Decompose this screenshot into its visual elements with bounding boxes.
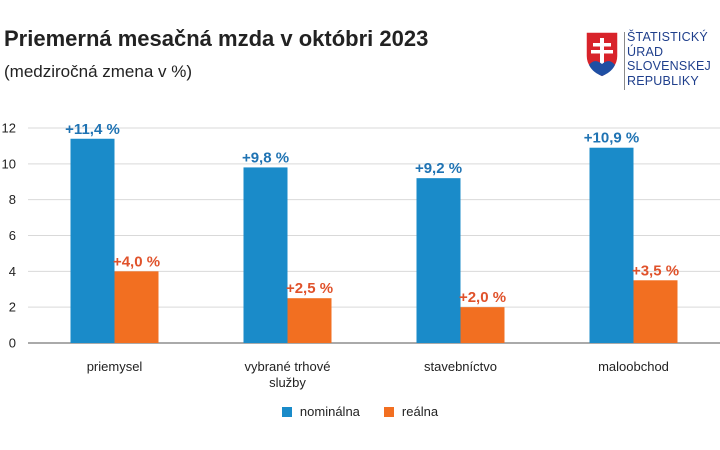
y-tick-label: 0 bbox=[9, 336, 16, 351]
legend-item-real: reálna bbox=[383, 404, 439, 419]
legend-swatch-nominal bbox=[281, 406, 292, 417]
legend-swatch-real bbox=[383, 406, 394, 417]
legend-label-real: reálna bbox=[401, 404, 439, 419]
chart-title: Priemerná mesačná mzda v októbri 2023 bbox=[4, 26, 429, 51]
bar-nominal bbox=[243, 167, 288, 343]
x-category-label: vybrané trhové služby bbox=[245, 359, 331, 390]
data-label-real: +2,0 % bbox=[459, 289, 506, 306]
legend-item-nominal: nominálna bbox=[281, 404, 360, 419]
y-tick-label: 12 bbox=[2, 121, 16, 136]
y-tick-label: 2 bbox=[9, 300, 16, 315]
bar-nominal bbox=[589, 147, 634, 343]
org-line-1: ŠTATISTICKÝ bbox=[627, 30, 708, 44]
chart-subtitle: (medziročná zmena v %) bbox=[4, 62, 193, 81]
y-tick-label: 10 bbox=[2, 156, 16, 171]
bar-real bbox=[460, 307, 505, 343]
x-category-label: priemysel bbox=[87, 359, 143, 374]
data-label-nominal: +9,8 % bbox=[242, 149, 289, 166]
organization-name: ŠTATISTICKÝ ÚRAD SLOVENSKEJ REPUBLIKY bbox=[627, 30, 711, 88]
y-tick-label: 4 bbox=[9, 264, 16, 279]
data-label-real: +2,5 % bbox=[286, 280, 333, 297]
slovak-coat-of-arms-icon bbox=[585, 31, 619, 78]
org-line-4: REPUBLIKY bbox=[627, 73, 699, 88]
bar-chart: 0 2 4 6 8 10 12 +11,4 % +4,0 % priemysel +9,8 % +2,… bbox=[2, 121, 720, 390]
data-label-nominal: +9,2 % bbox=[415, 160, 462, 177]
legend-label-nominal: nominálna bbox=[299, 404, 360, 419]
bar-nominal bbox=[70, 138, 115, 343]
x-category-label: stavebníctvo bbox=[424, 359, 497, 374]
legend: nominálna reálna bbox=[0, 404, 720, 419]
x-category-label: maloobchod bbox=[598, 359, 669, 374]
bar-real bbox=[633, 280, 678, 343]
bar-real bbox=[114, 271, 159, 343]
data-label-nominal: +10,9 % bbox=[584, 130, 639, 147]
bar-nominal bbox=[416, 178, 461, 343]
logo-divider bbox=[624, 32, 625, 90]
org-line-2: ÚRAD bbox=[627, 44, 664, 59]
data-label-real: +3,5 % bbox=[632, 262, 679, 279]
y-tick-label: 6 bbox=[9, 228, 16, 243]
data-label-real: +4,0 % bbox=[113, 253, 160, 270]
data-label-nominal: +11,4 % bbox=[65, 121, 120, 138]
y-tick-label: 8 bbox=[9, 192, 16, 207]
org-line-3: SLOVENSKEJ bbox=[627, 59, 711, 73]
bar-real bbox=[287, 298, 332, 343]
